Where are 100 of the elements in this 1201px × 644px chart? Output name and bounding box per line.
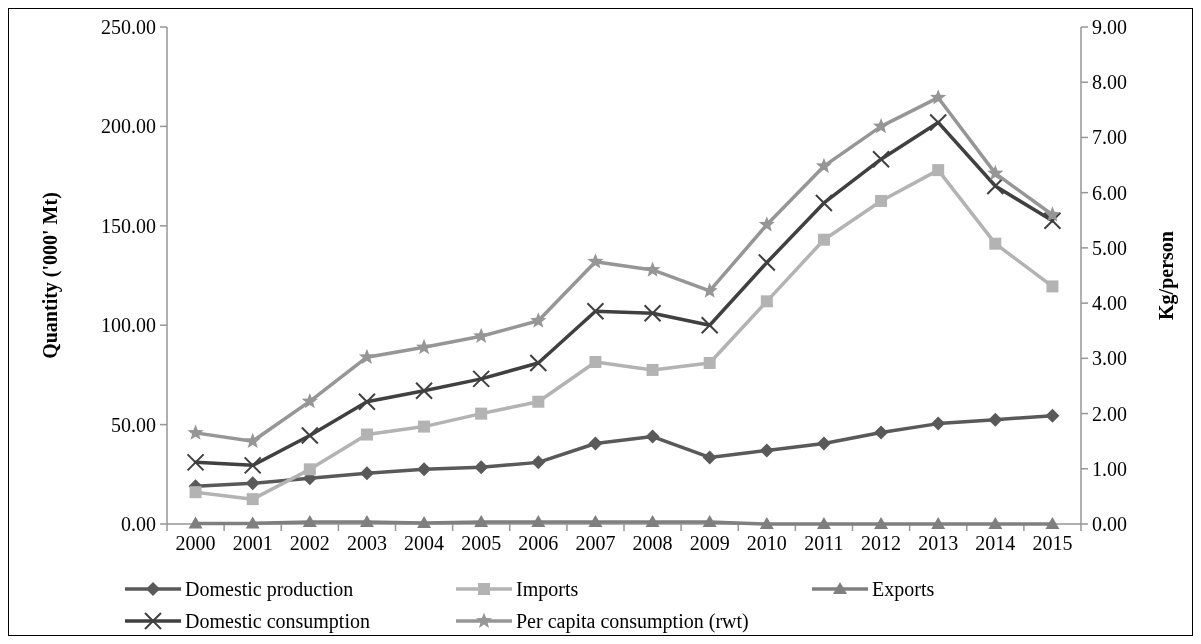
point bbox=[302, 515, 317, 528]
x-tick-label: 2004 bbox=[404, 532, 445, 554]
point bbox=[931, 517, 946, 529]
y2-tick-label: 5.00 bbox=[1092, 236, 1127, 259]
point bbox=[931, 416, 946, 431]
x-tick-label: 2000 bbox=[175, 532, 216, 554]
x-tick-label: 2001 bbox=[232, 532, 273, 554]
point bbox=[987, 164, 1004, 181]
point bbox=[475, 407, 488, 420]
y2-axis-title: Kg/person bbox=[1155, 231, 1178, 320]
x-tick-label: 2003 bbox=[346, 532, 387, 554]
x-tick-label: 2005 bbox=[461, 532, 502, 554]
x-tick-label: 2009 bbox=[689, 532, 730, 554]
y2-tick-label: 7.00 bbox=[1092, 126, 1127, 149]
point bbox=[187, 424, 204, 440]
point bbox=[874, 425, 889, 440]
point bbox=[814, 193, 833, 212]
point bbox=[301, 392, 318, 409]
point bbox=[246, 493, 259, 506]
y2-tick-label: 1.00 bbox=[1092, 457, 1127, 480]
point bbox=[245, 476, 260, 491]
point bbox=[359, 466, 374, 481]
y2-tick-label: 3.00 bbox=[1092, 347, 1127, 370]
point bbox=[472, 369, 491, 388]
point bbox=[645, 429, 660, 444]
legend-label: Imports bbox=[516, 578, 579, 601]
point bbox=[300, 426, 319, 445]
point bbox=[1045, 517, 1060, 529]
point bbox=[758, 216, 775, 232]
point bbox=[1044, 206, 1061, 222]
point bbox=[872, 117, 890, 134]
point bbox=[872, 150, 891, 169]
point bbox=[645, 515, 660, 528]
legend-label: Exports bbox=[872, 578, 935, 601]
point bbox=[815, 157, 833, 174]
point bbox=[1045, 408, 1060, 423]
point bbox=[186, 453, 205, 472]
point bbox=[189, 486, 202, 499]
point bbox=[418, 420, 431, 433]
y2-tick-label: 6.00 bbox=[1092, 181, 1127, 204]
point bbox=[700, 316, 719, 335]
point bbox=[359, 515, 374, 528]
legend-label: Per capita consumption (rwt) bbox=[516, 610, 749, 633]
point bbox=[417, 516, 432, 529]
point bbox=[588, 515, 603, 528]
point bbox=[930, 89, 947, 105]
x-tick-label: 2013 bbox=[918, 532, 959, 554]
point bbox=[531, 455, 546, 470]
y-axis-title: Quantity ('000' Mt) bbox=[39, 192, 62, 359]
point bbox=[988, 517, 1003, 529]
y2-tick-label: 2.00 bbox=[1092, 402, 1127, 425]
point bbox=[929, 113, 948, 132]
point bbox=[529, 353, 548, 372]
point bbox=[988, 412, 1003, 427]
y-tick-label: 150.00 bbox=[101, 214, 156, 237]
point bbox=[644, 261, 661, 277]
point bbox=[417, 462, 432, 477]
point bbox=[532, 395, 545, 408]
point bbox=[358, 348, 376, 365]
point bbox=[759, 443, 774, 458]
x-tick-label: 2007 bbox=[575, 532, 616, 554]
point bbox=[986, 177, 1005, 196]
legend-label: Domestic consumption bbox=[185, 610, 370, 633]
point bbox=[530, 312, 547, 328]
point bbox=[188, 516, 203, 529]
point bbox=[531, 515, 546, 528]
point bbox=[586, 302, 605, 321]
x-tick-label: 2014 bbox=[975, 532, 1016, 554]
point bbox=[1046, 280, 1059, 293]
point bbox=[760, 295, 773, 308]
point bbox=[415, 338, 433, 355]
point bbox=[245, 516, 260, 529]
point bbox=[1043, 211, 1062, 230]
point bbox=[415, 381, 434, 400]
point bbox=[702, 515, 717, 528]
point bbox=[587, 253, 604, 269]
point bbox=[588, 436, 603, 451]
point bbox=[474, 460, 489, 475]
x-tick-label: 2010 bbox=[746, 532, 787, 554]
point bbox=[932, 164, 945, 177]
x-tick-label: 2015 bbox=[1032, 532, 1073, 554]
point bbox=[703, 356, 716, 369]
y-tick-label: 0.00 bbox=[121, 513, 156, 535]
point bbox=[303, 463, 316, 476]
point bbox=[360, 428, 373, 441]
point bbox=[874, 517, 889, 529]
point bbox=[646, 363, 659, 376]
point bbox=[589, 355, 602, 368]
x-tick-label: 2011 bbox=[804, 532, 844, 554]
x-tick-label: 2002 bbox=[289, 532, 330, 554]
point bbox=[702, 450, 717, 465]
y2-tick-label: 9.00 bbox=[1092, 16, 1127, 38]
y-tick-label: 200.00 bbox=[101, 115, 156, 138]
point bbox=[989, 237, 1002, 250]
y-tick-label: 250.00 bbox=[101, 16, 156, 38]
y2-tick-label: 4.00 bbox=[1092, 292, 1127, 315]
y-tick-label: 100.00 bbox=[101, 314, 156, 337]
point bbox=[759, 517, 774, 529]
point bbox=[357, 392, 376, 411]
point bbox=[243, 456, 262, 475]
